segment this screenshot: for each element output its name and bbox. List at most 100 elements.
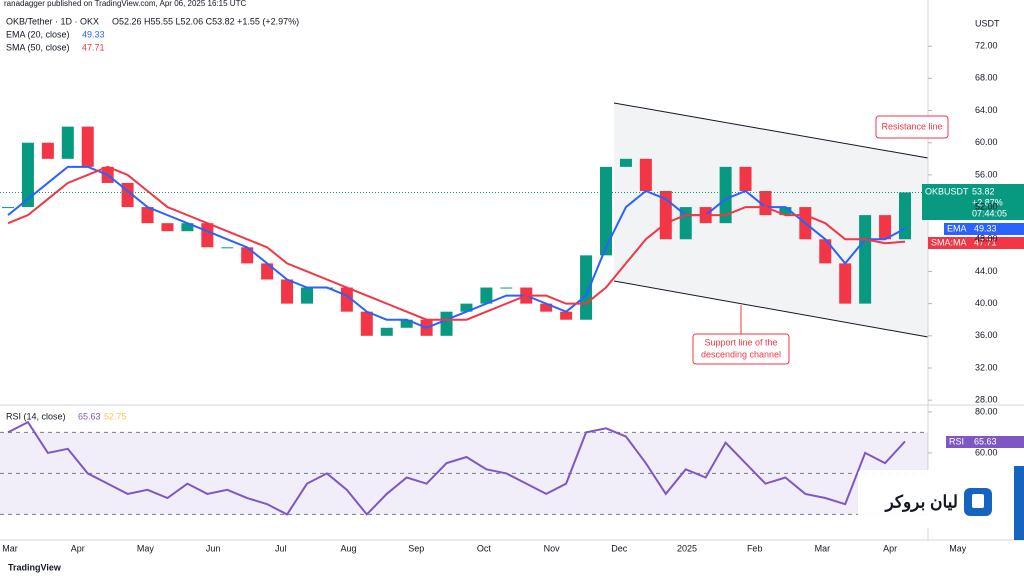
- x-tick-label: Dec: [611, 543, 628, 553]
- ema-tag: [970, 223, 1024, 235]
- rsi-tag-value: 65.63: [974, 436, 997, 446]
- footer: TradingView: [8, 562, 62, 572]
- annotation: Support line of the: [704, 337, 777, 347]
- candle: [141, 207, 154, 224]
- candle: [600, 166, 612, 256]
- watermark-bar: [1014, 466, 1024, 540]
- symbol-tag: OKBUSDT: [925, 186, 969, 196]
- annotation: descending channel: [701, 349, 781, 359]
- x-tick-label: May: [949, 543, 967, 553]
- candle: [41, 142, 54, 159]
- candle: [21, 142, 34, 208]
- x-tick-label: Jul: [275, 543, 287, 553]
- candle: [400, 319, 413, 328]
- rsi-tag: [970, 436, 1024, 448]
- ema-label: EMA (20, close): [6, 29, 70, 39]
- x-tick-label: Sep: [408, 543, 424, 553]
- y-tick-label: 72.00: [975, 41, 998, 51]
- x-tick-label: Feb: [747, 543, 763, 553]
- candle: [241, 247, 254, 264]
- sma-tag-value: 47.71: [974, 237, 997, 247]
- symbol: OKB/Tether · 1D · OKX: [6, 16, 99, 26]
- ema-tag-value: 49.33: [974, 223, 997, 233]
- candle: [500, 287, 513, 289]
- candle: [61, 126, 74, 159]
- candle: [2, 207, 14, 209]
- support-line: [613, 280, 929, 338]
- marks: [0, 45, 932, 516]
- y-tick-label: 28.00: [975, 395, 998, 405]
- y-tick-label: 48.00: [975, 234, 998, 244]
- ohlc: O52.26 H55.55 L52.06 C53.82 +1.55 (+2.97…: [112, 16, 299, 26]
- candle: [360, 311, 373, 336]
- y-tick-label: 36.00: [975, 330, 998, 340]
- x-tick-label: Aug: [340, 543, 356, 553]
- watermark-logo: [972, 494, 984, 508]
- y-tick-label: 40.00: [975, 298, 998, 308]
- x-tick-label: May: [137, 543, 155, 553]
- sma-label: SMA (50, close): [6, 42, 70, 52]
- price-tag: [922, 184, 968, 220]
- y-tick-label: 44.00: [975, 266, 998, 276]
- change: +2.87%: [972, 197, 1003, 207]
- y-tick-label: 64.00: [975, 105, 998, 115]
- x-tick-label: Jun: [206, 543, 221, 553]
- x-tick-label: 2025: [677, 543, 697, 553]
- x-tick-label: Nov: [544, 543, 561, 553]
- sma-tag-name: SMA:MA: [931, 237, 967, 247]
- ema-tag-name: EMA: [947, 223, 967, 233]
- x-tick-label: Apr: [71, 543, 85, 553]
- candle: [440, 311, 453, 336]
- candle: [261, 263, 274, 280]
- y-tick-label: 60.00: [975, 137, 998, 147]
- currency: USDT: [975, 18, 1000, 28]
- rsi-tick-label: 60.00: [975, 447, 998, 457]
- candle: [739, 166, 752, 191]
- candle: [619, 158, 632, 167]
- candle: [819, 239, 832, 264]
- sma-tag: [928, 237, 970, 249]
- rsi-value: 65.63: [78, 411, 101, 421]
- rsi-label: RSI (14, close): [6, 411, 66, 421]
- candle: [81, 126, 94, 167]
- candle: [161, 223, 174, 232]
- series-line: [7, 165, 906, 329]
- candle: [281, 279, 294, 304]
- candle: [719, 166, 732, 224]
- candle: [221, 247, 234, 249]
- series-line: [7, 420, 906, 516]
- y-tick-label: 52.00: [975, 201, 998, 211]
- x-tick-label: Oct: [477, 543, 492, 553]
- sma-value: 47.71: [82, 42, 105, 52]
- countdown: 07:44:05: [972, 208, 1007, 218]
- candle: [201, 223, 214, 248]
- ema-value: 49.33: [82, 29, 105, 39]
- candle: [540, 303, 553, 312]
- candle: [659, 190, 672, 240]
- last-price: 53.82: [972, 186, 995, 196]
- x-tick-label: Mar: [815, 543, 831, 553]
- candle: [779, 207, 792, 216]
- candle: [879, 215, 892, 240]
- rsi-tag: [946, 436, 970, 448]
- annotation-box: [692, 333, 790, 365]
- rsi-ma-value: 52.75: [104, 411, 127, 421]
- annotation-box: [875, 115, 949, 139]
- price-tag: [968, 184, 1024, 220]
- candle: [560, 311, 573, 320]
- sma-tag: [970, 237, 1024, 249]
- watermark: ليان بروکر: [884, 492, 959, 512]
- annotation: Resistance line: [881, 121, 942, 131]
- ema-tag: [944, 223, 970, 235]
- candle: [899, 192, 911, 240]
- candle: [639, 158, 652, 191]
- candle: [460, 303, 473, 312]
- rsi-tick-label: 80.00: [975, 406, 998, 416]
- y-tick-label: 32.00: [975, 362, 998, 372]
- candle: [839, 263, 852, 304]
- resistance-line: [613, 102, 929, 159]
- rsi-tag-name: RSI: [949, 436, 964, 446]
- candle: [380, 327, 393, 336]
- y-tick-label: 56.00: [975, 169, 998, 179]
